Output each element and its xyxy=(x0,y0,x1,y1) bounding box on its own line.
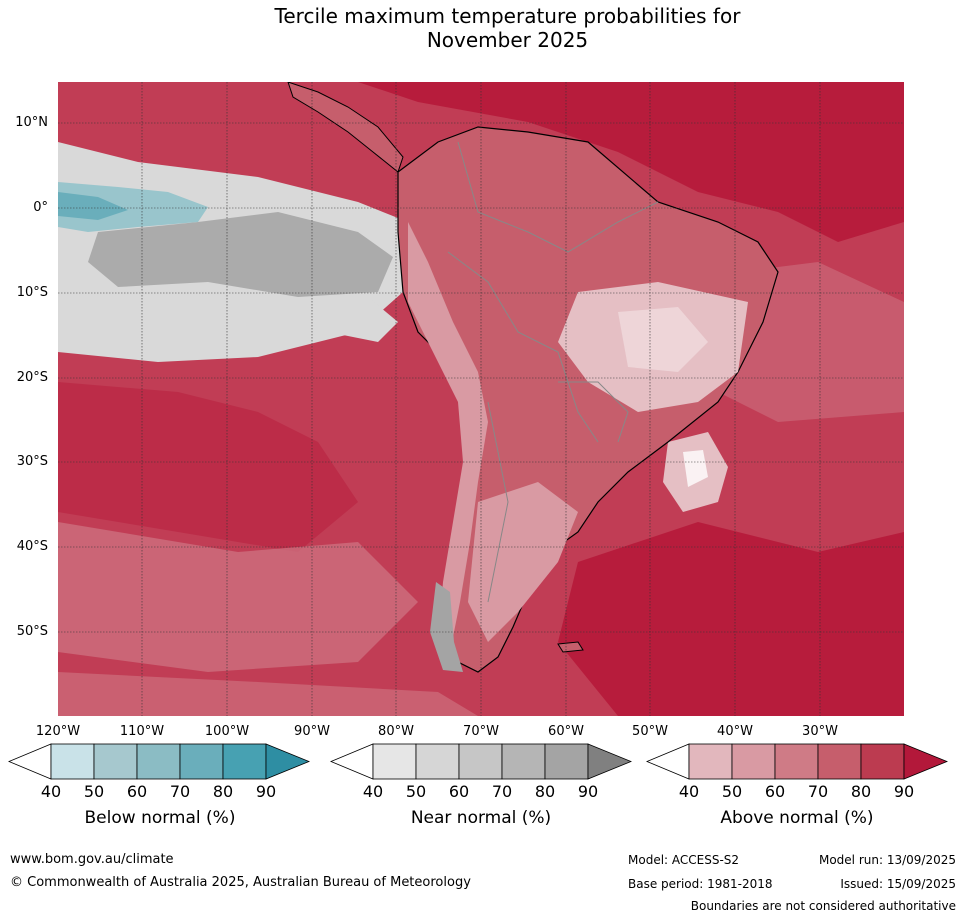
colorbar-near-segment xyxy=(501,743,546,780)
colorbar-below-segment xyxy=(222,743,267,780)
footer-website-link[interactable]: www.bom.gov.au/climate xyxy=(10,852,174,867)
footer-model: Model: ACCESS-S2 xyxy=(628,853,740,867)
near-normal-mid-region xyxy=(88,212,393,297)
colorbar-above-segment xyxy=(688,743,733,780)
lat-label-40s: 40°S xyxy=(16,539,48,554)
colorbar-above-tick-label: 80 xyxy=(850,782,872,801)
colorbar-below-tick-label: 80 xyxy=(212,782,234,801)
lon-label-80w: 80°W xyxy=(378,724,414,739)
falkland-islands xyxy=(557,641,584,653)
colorbar-near-tick-label: 70 xyxy=(491,782,513,801)
map-gridlines xyxy=(58,82,904,716)
footer-issued: Issued: 15/09/2025 xyxy=(840,877,956,891)
patagonia-grey-region xyxy=(430,582,463,672)
andes-region xyxy=(408,222,488,652)
argentina-region xyxy=(468,482,578,642)
lat-label-10n: 10°N xyxy=(15,115,48,130)
colorbar-above-tick-label: 50 xyxy=(721,782,743,801)
lon-label-50w: 50°W xyxy=(632,724,668,739)
mid-above-band-south xyxy=(58,522,418,672)
mid-above-band-bottom xyxy=(58,672,478,716)
colorbar-title-above: Above normal (%) xyxy=(720,808,874,828)
colorbar-below-segment xyxy=(136,743,181,780)
lat-label-30s: 30°S xyxy=(16,454,48,469)
colorbar-below-tick-label: 60 xyxy=(126,782,148,801)
colorbar-near-segment xyxy=(458,743,503,780)
border-line-paraguay xyxy=(558,381,629,443)
border-line-central xyxy=(447,251,599,443)
footer-model-run: Model run: 13/09/2025 xyxy=(818,853,956,867)
colorbar-below-segment xyxy=(93,743,138,780)
footer-disclaimer: Boundaries are not considered authoritat… xyxy=(690,899,956,913)
map-canvas xyxy=(58,82,904,716)
footer-copyright: © Commonwealth of Australia 2025, Austra… xyxy=(10,875,471,890)
colorbar-near-tick-label: 60 xyxy=(448,782,470,801)
colorbar-below-normal xyxy=(8,743,310,780)
colorbar-above-normal xyxy=(646,743,948,780)
lat-label-0: 0° xyxy=(33,200,48,215)
footer-base-period: Base period: 1981-2018 xyxy=(628,877,773,891)
colorbar-near-tick-label: 40 xyxy=(362,782,384,801)
colorbar-near-segment xyxy=(544,743,589,780)
colorbar-above-tick-label: 70 xyxy=(807,782,829,801)
colorbar-below-segment xyxy=(179,743,224,780)
lon-label-60w: 60°W xyxy=(548,724,584,739)
brazil-lightest-region xyxy=(618,307,708,372)
colorbar-below-tick-label: 70 xyxy=(169,782,191,801)
colorbar-above-segment xyxy=(860,743,905,780)
title-line-2: November 2025 xyxy=(426,28,589,52)
deep-above-region-west xyxy=(58,382,358,552)
deep-above-region-north xyxy=(358,82,904,242)
colorbar-near-segment xyxy=(372,743,417,780)
colorbar-near-tick-label: 80 xyxy=(534,782,556,801)
colorbar-below-segment xyxy=(50,743,95,780)
lat-label-20s: 20°S xyxy=(16,370,48,385)
colorbar-above-tick-label: 90 xyxy=(893,782,915,801)
colorbar-near-extend-low xyxy=(330,743,374,780)
map-title: Tercile maximum temperature probabilitie… xyxy=(0,4,965,52)
colorbar-above-segment xyxy=(731,743,776,780)
lat-label-50s: 50°S xyxy=(16,624,48,639)
lon-label-120w: 120°W xyxy=(35,724,81,739)
brazil-pale-region xyxy=(558,282,748,412)
colorbar-above-tick-label: 60 xyxy=(764,782,786,801)
colorbar-above-tick-label: 40 xyxy=(678,782,700,801)
colorbar-above-extend-low xyxy=(646,743,690,780)
lon-label-40w: 40°W xyxy=(717,724,753,739)
colorbar-near-segment xyxy=(415,743,460,780)
lon-label-30w: 30°W xyxy=(802,724,838,739)
lon-label-90w: 90°W xyxy=(294,724,330,739)
below-normal-mid-region xyxy=(58,192,128,220)
near-normal-patch xyxy=(308,297,398,342)
border-line-north xyxy=(457,141,659,253)
colorbar-above-extend-high xyxy=(903,743,948,780)
colorbar-above-segment xyxy=(817,743,862,780)
probability-map xyxy=(58,82,904,716)
deep-above-region-southeast xyxy=(558,522,904,716)
lon-label-100w: 100°W xyxy=(204,724,250,739)
central-america xyxy=(287,82,404,173)
colorbar-near-extend-high xyxy=(587,743,632,780)
lon-label-110w: 110°W xyxy=(119,724,165,739)
colorbar-near-tick-label: 50 xyxy=(405,782,427,801)
colorbar-below-tick-label: 40 xyxy=(40,782,62,801)
colorbar-title-near: Near normal (%) xyxy=(410,808,552,828)
colorbar-below-tick-label: 50 xyxy=(83,782,105,801)
lat-label-10s: 10°S xyxy=(16,285,48,300)
lon-label-70w: 70°W xyxy=(463,724,499,739)
title-line-1: Tercile maximum temperature probabilitie… xyxy=(274,4,741,28)
colorbar-above-segment xyxy=(774,743,819,780)
colorbar-below-extend-low xyxy=(8,743,52,780)
colorbar-below-tick-label: 90 xyxy=(255,782,277,801)
colorbar-near-normal xyxy=(330,743,632,780)
colorbar-near-tick-label: 90 xyxy=(577,782,599,801)
near-normal-patch-atlantic xyxy=(683,450,708,487)
colorbar-title-below: Below normal (%) xyxy=(84,808,236,828)
border-line-chile xyxy=(487,401,509,603)
colorbar-below-extend-high xyxy=(265,743,310,780)
